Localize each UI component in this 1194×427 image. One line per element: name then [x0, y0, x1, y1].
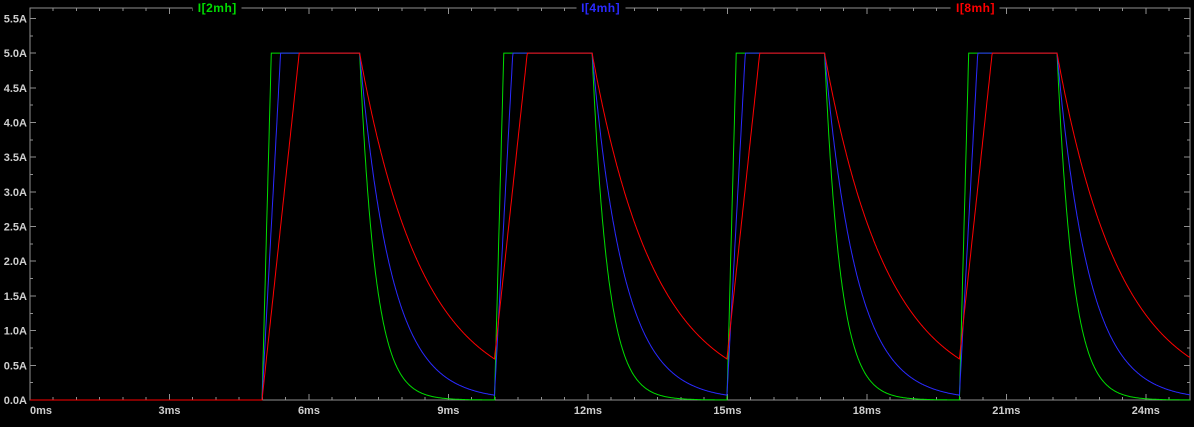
x-tick-label: 15ms	[713, 405, 741, 417]
axis-tick-labels: 0ms 3ms 6ms 9ms 12ms 15ms 18ms 21ms 24ms 0.0A 0.5A…	[4, 13, 1160, 417]
x-tick-label: 18ms	[853, 405, 881, 417]
trace-i8mh	[30, 52, 1191, 401]
x-tick-label: 9ms	[437, 405, 459, 417]
x-tick-label: 3ms	[158, 405, 180, 417]
y-tick-label: 0.5A	[4, 360, 27, 372]
y-tick-label: 1.0A	[4, 326, 27, 338]
y-tick-label: 2.0A	[4, 256, 27, 268]
y-tick-label: 1.5A	[4, 291, 27, 303]
axis-ticks	[29, 8, 1190, 401]
legend: I[2mh] I[4mh] I[8mh]	[0, 0, 1194, 18]
x-tick-label: 12ms	[574, 405, 602, 417]
x-tick-label: 0ms	[30, 405, 52, 417]
y-tick-label: 3.0A	[4, 187, 27, 199]
y-tick-label: 3.5A	[4, 152, 27, 164]
y-tick-label: 0.0A	[4, 395, 27, 407]
x-tick-label: 24ms	[1132, 405, 1160, 417]
y-tick-label: 5.0A	[4, 48, 27, 60]
y-tick-label: 4.5A	[4, 83, 27, 95]
trace-i2mh	[30, 52, 1190, 401]
x-tick-label: 6ms	[298, 405, 320, 417]
legend-item-i4mh[interactable]: I[4mh]	[576, 1, 626, 15]
y-tick-label: 4.0A	[4, 117, 27, 129]
x-tick-label: 21ms	[992, 405, 1020, 417]
legend-item-i2mh[interactable]: I[2mh]	[192, 1, 242, 15]
legend-item-i8mh[interactable]: I[8mh]	[950, 1, 1000, 15]
trace-i4mh	[30, 52, 1190, 401]
y-tick-label: 2.5A	[4, 222, 27, 234]
y-tick-label: 5.5A	[4, 13, 27, 25]
traces	[30, 52, 1191, 401]
